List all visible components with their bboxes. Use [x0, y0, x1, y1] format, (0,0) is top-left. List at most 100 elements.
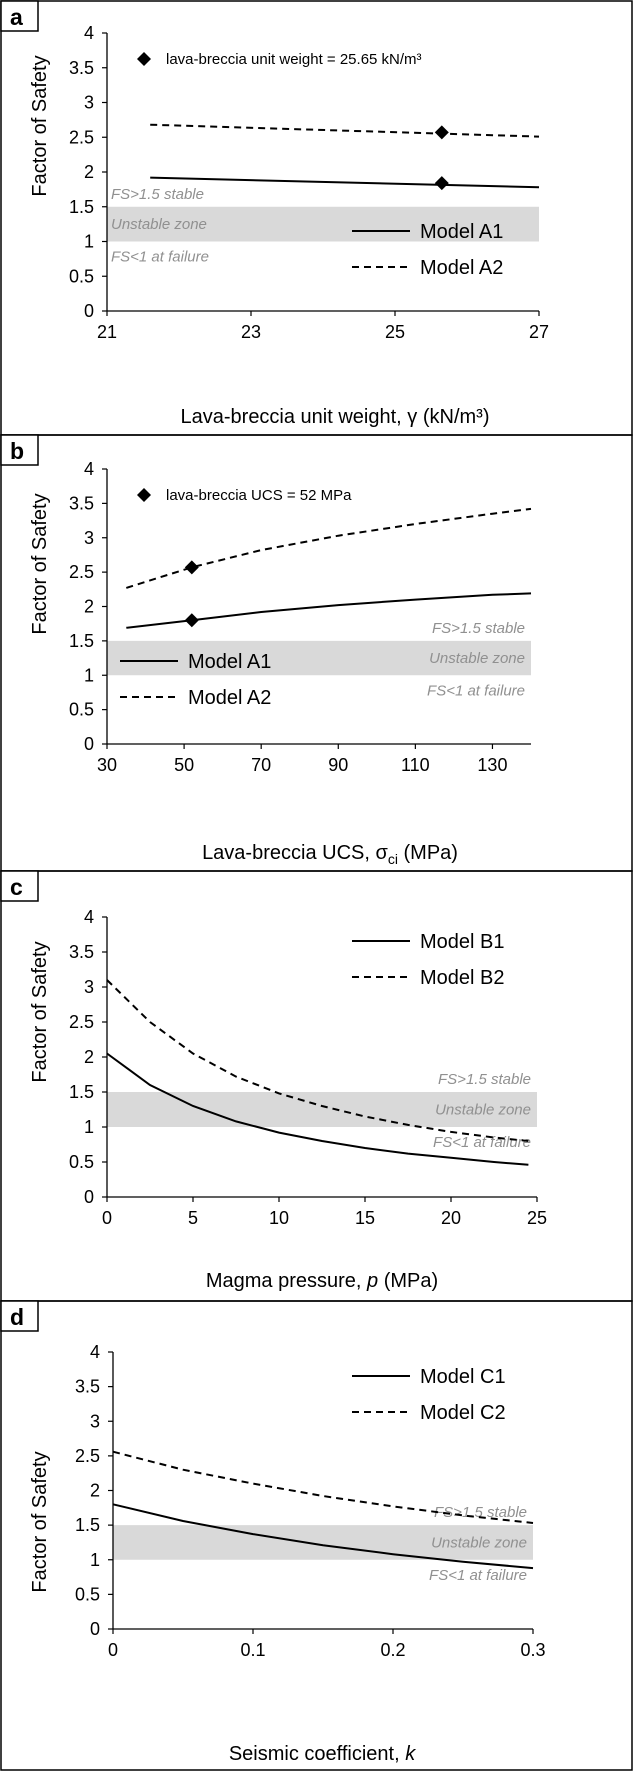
d-y-tick-label: 1.5	[75, 1515, 100, 1535]
d-y-tick-label: 2.5	[75, 1446, 100, 1466]
panel-c: c FS>1.5 stable Unstable zone FS<1 at fail…	[0, 870, 633, 1302]
c-x-tick-label: 20	[441, 1208, 461, 1228]
d-y-tick-label: 4	[90, 1342, 100, 1362]
d-series-model-c1	[112, 1503, 534, 1570]
a-legend-label-model-a2: Model A2	[420, 257, 503, 279]
panel-d-tag: d	[10, 1304, 24, 1330]
c-x-tick-label: 15	[355, 1208, 375, 1228]
a-y-tick-label: 3	[84, 93, 94, 113]
panel-a-y-axis-title: Factor of Safety	[29, 55, 51, 196]
b-y-tick-label: 2.5	[69, 562, 94, 582]
b-label-stable: FS>1.5 stable	[432, 620, 525, 637]
d-y-tick-label: 0	[90, 1619, 100, 1639]
panel-d-x-axis-title: Seismic coefficient, k	[229, 1743, 416, 1765]
b-legend-label-model-a1: Model A1	[188, 651, 271, 673]
d-y-tick-label: 3.5	[75, 1377, 100, 1397]
a-y-tick-label: 2	[84, 162, 94, 182]
panel-c-plot: FS>1.5 stable Unstable zone FS<1 at failur…	[69, 907, 547, 1228]
b-marker-legend-icon	[137, 488, 151, 502]
b-y-tick-label: 4	[84, 459, 94, 479]
d-unstable-zone-band	[113, 1525, 533, 1560]
a-y-tick-label: 2.5	[69, 127, 94, 147]
panel-a-tag: a	[10, 4, 23, 30]
b-x-tick-label: 30	[97, 755, 117, 775]
panel-d-y-axis-title: Factor of Safety	[29, 1451, 51, 1592]
d-legend-label-model-c2: Model C2	[420, 1402, 506, 1424]
d-y-tick-label: 0.5	[75, 1584, 100, 1604]
panel-d-border	[0, 1300, 633, 1771]
c-series-model-b1	[106, 1052, 529, 1166]
a-marker-model-a2	[434, 125, 449, 140]
panel-b-tag: b	[10, 438, 24, 464]
panel-a-tag-box	[0, 0, 39, 32]
d-y-tick-label: 1	[90, 1550, 100, 1570]
a-y-tick-label: 1.5	[69, 197, 94, 217]
d-x-tick-label: 0	[108, 1640, 118, 1660]
d-label-stable: FS>1.5 stable	[434, 1504, 527, 1521]
a-legend-label-model-a1: Model A1	[420, 221, 503, 243]
c-y-tick-label: 0	[84, 1187, 94, 1207]
panel-b-y-axis-title: Factor of Safety	[29, 493, 51, 634]
panel-c-tag-box	[0, 870, 39, 902]
b-y-tick-label: 3	[84, 528, 94, 548]
panel-b-x-axis-title: Lava-breccia UCS, σci (MPa)	[202, 842, 458, 867]
d-y-tick-label: 3	[90, 1411, 100, 1431]
a-y-tick-label: 1	[84, 232, 94, 252]
c-label-failure: FS<1 at failure	[433, 1134, 531, 1151]
c-y-tick-label: 2.5	[69, 1012, 94, 1032]
d-legend-label-model-c1: Model C1	[420, 1366, 506, 1388]
a-unstable-zone-band	[107, 206, 539, 242]
c-legend-label-model-b2: Model B2	[420, 967, 505, 989]
a-marker-model-a1	[434, 176, 449, 191]
c-y-tick-label: 3	[84, 977, 94, 997]
d-x-tick-label: 0.2	[380, 1640, 405, 1660]
a-series-model-a1	[150, 176, 540, 189]
b-series-model-a2	[125, 507, 532, 589]
c-y-tick-label: 1	[84, 1117, 94, 1137]
panel-a: a FS>1.5 stable Unstable zone FS<1 at fail…	[0, 0, 633, 436]
c-x-tick-label: 0	[102, 1208, 112, 1228]
a-x-tick-label: 27	[529, 322, 549, 342]
c-y-tick-label: 1.5	[69, 1082, 94, 1102]
c-unstable-zone-band	[107, 1092, 537, 1127]
c-y-tick-label: 4	[84, 907, 94, 927]
a-series-model-a2	[150, 123, 540, 138]
b-marker-model-a1	[184, 613, 199, 628]
b-marker-model-a2	[184, 560, 199, 575]
panel-c-x-axis-title: Magma pressure, p (MPa)	[206, 1270, 438, 1292]
b-y-tick-label: 3.5	[69, 493, 94, 513]
b-x-tick-label: 130	[477, 755, 507, 775]
a-x-tick-label: 25	[385, 322, 405, 342]
panel-d-tag-box	[0, 1300, 39, 1332]
panel-b-tag-box	[0, 434, 39, 466]
a-y-tick-label: 4	[84, 23, 94, 43]
c-y-tick-label: 3.5	[69, 942, 94, 962]
b-y-tick-label: 0.5	[69, 700, 94, 720]
a-label-unstable-zone: Unstable zone	[111, 216, 207, 233]
panel-c-tag: c	[10, 874, 23, 900]
b-marker-legend-label: lava-breccia UCS = 52 MPa	[166, 487, 352, 504]
a-label-failure: FS<1 at failure	[111, 249, 209, 266]
b-legend-label-model-a2: Model A2	[188, 687, 271, 709]
c-series-model-b2	[106, 979, 529, 1142]
d-x-tick-label: 0.3	[520, 1640, 545, 1660]
panel-a-x-axis-title: Lava-breccia unit weight, γ (kN/m³)	[181, 406, 490, 428]
b-y-tick-label: 1.5	[69, 631, 94, 651]
b-x-tick-label: 70	[251, 755, 271, 775]
b-label-unstable-zone: Unstable zone	[429, 650, 525, 667]
a-marker-legend-icon	[137, 52, 151, 66]
d-label-unstable-zone: Unstable zone	[431, 1534, 527, 1551]
b-x-tick-label: 110	[401, 755, 430, 775]
b-unstable-zone-band	[107, 640, 531, 676]
panel-b: b FS>1.5 stable Unstable zone FS<1 at fail…	[0, 434, 633, 872]
b-y-tick-label: 0	[84, 734, 94, 754]
c-label-stable: FS>1.5 stable	[438, 1071, 531, 1088]
panel-d-plot: FS>1.5 stable Unstable zone FS<1 at failur…	[75, 1342, 546, 1660]
c-x-tick-label: 10	[269, 1208, 289, 1228]
c-label-unstable-zone: Unstable zone	[435, 1102, 531, 1119]
a-x-tick-label: 21	[97, 322, 117, 342]
d-y-tick-label: 2	[90, 1481, 100, 1501]
b-label-failure: FS<1 at failure	[427, 682, 525, 699]
panel-c-border	[0, 870, 633, 1302]
